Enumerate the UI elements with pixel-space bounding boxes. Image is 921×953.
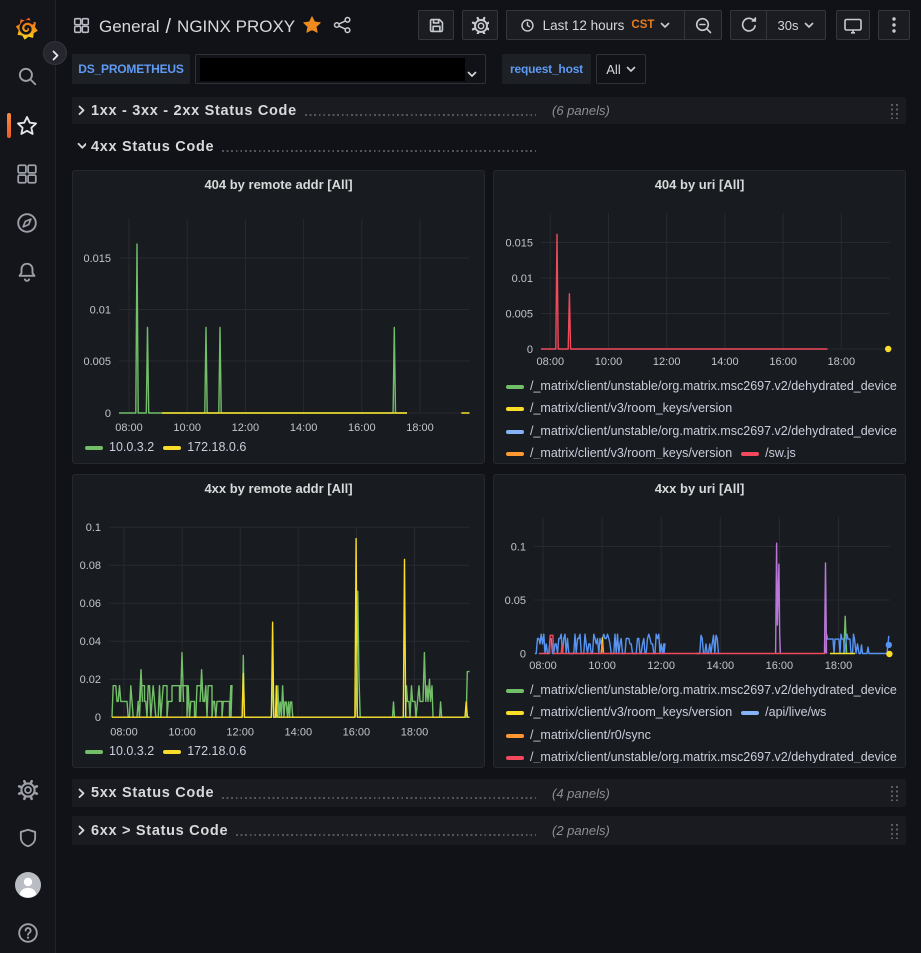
svg-text:0.1: 0.1: [511, 542, 526, 554]
svg-text:18:00: 18:00: [825, 660, 853, 672]
svg-text:0: 0: [95, 712, 101, 724]
svg-text:0.08: 0.08: [80, 560, 101, 572]
svg-text:0.02: 0.02: [80, 674, 101, 686]
svg-text:16:00: 16:00: [766, 660, 794, 672]
svg-text:0: 0: [520, 649, 526, 661]
svg-text:0.005: 0.005: [83, 356, 111, 368]
svg-text:0: 0: [527, 344, 533, 356]
svg-text:10:00: 10:00: [173, 422, 201, 434]
svg-text:0.1: 0.1: [86, 522, 101, 534]
svg-text:10:00: 10:00: [595, 356, 623, 368]
svg-text:14:00: 14:00: [290, 422, 318, 434]
svg-text:0: 0: [105, 408, 111, 420]
svg-text:0.06: 0.06: [80, 598, 101, 610]
svg-text:0.04: 0.04: [80, 636, 101, 648]
svg-text:08:00: 08:00: [529, 660, 557, 672]
svg-text:0.01: 0.01: [512, 273, 533, 285]
svg-text:14:00: 14:00: [285, 727, 313, 739]
svg-text:16:00: 16:00: [348, 422, 376, 434]
svg-text:10:00: 10:00: [168, 727, 196, 739]
svg-text:10:00: 10:00: [588, 660, 616, 672]
svg-text:08:00: 08:00: [115, 422, 143, 434]
svg-text:12:00: 12:00: [226, 727, 254, 739]
svg-text:18:00: 18:00: [828, 356, 856, 368]
svg-text:18:00: 18:00: [406, 422, 434, 434]
svg-text:0.015: 0.015: [83, 253, 111, 265]
svg-text:16:00: 16:00: [769, 356, 797, 368]
svg-text:0.05: 0.05: [505, 595, 526, 607]
svg-text:12:00: 12:00: [653, 356, 681, 368]
svg-text:18:00: 18:00: [401, 727, 429, 739]
svg-text:08:00: 08:00: [537, 356, 565, 368]
svg-text:14:00: 14:00: [711, 356, 739, 368]
svg-text:16:00: 16:00: [343, 727, 371, 739]
svg-text:12:00: 12:00: [232, 422, 260, 434]
svg-text:12:00: 12:00: [647, 660, 675, 672]
svg-text:14:00: 14:00: [707, 660, 735, 672]
svg-text:0.015: 0.015: [505, 238, 533, 250]
svg-text:0.005: 0.005: [505, 309, 533, 321]
svg-text:0.01: 0.01: [90, 305, 111, 317]
svg-text:08:00: 08:00: [110, 727, 138, 739]
